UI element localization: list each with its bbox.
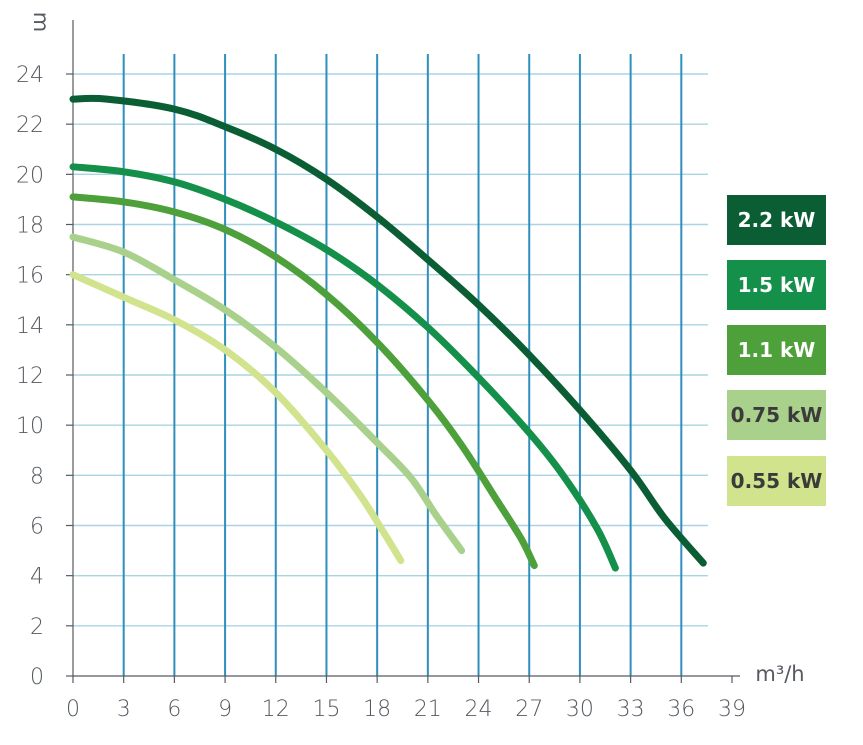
curve-1-1-kw <box>69 193 538 570</box>
x-tick-label: 15 <box>312 697 340 722</box>
y-tick-label: 22 <box>16 113 44 138</box>
x-tick-label: 18 <box>363 697 391 722</box>
curve-0-75-kw <box>69 233 466 555</box>
x-tick-label: 36 <box>667 697 695 722</box>
x-tick-label: 39 <box>718 697 746 722</box>
y-tick-label: 14 <box>16 314 44 339</box>
y-tick-label: 6 <box>30 515 44 540</box>
legend-item-1-1-kw: 1.1 kW <box>727 325 826 375</box>
x-tick-label: 12 <box>262 697 290 722</box>
curve-2-2-kw <box>69 94 707 567</box>
legend-item-0-55-kw: 0.55 kW <box>727 456 826 506</box>
x-tick-label: 3 <box>117 697 131 722</box>
y-tick-label: 0 <box>30 665 44 690</box>
x-tick-label: 24 <box>465 697 493 722</box>
y-tick-label: 8 <box>30 464 44 489</box>
y-tick-label: 12 <box>16 364 44 389</box>
y-tick-label: 24 <box>16 63 44 88</box>
y-tick-label: 2 <box>30 615 44 640</box>
x-tick-label: 21 <box>414 697 442 722</box>
y-tick-label: 4 <box>30 565 44 590</box>
y-tick-label: 16 <box>16 264 44 289</box>
legend-item-2-2-kw: 2.2 kW <box>727 195 826 245</box>
y-tick-label: 20 <box>16 163 44 188</box>
x-tick-label: 30 <box>566 697 594 722</box>
x-tick-label: 6 <box>167 697 181 722</box>
vertical-gridlines <box>122 54 683 676</box>
x-tick-labels: 0 3 6 9 12 15 18 21 24 27 30 33 36 39 <box>66 697 746 722</box>
axes <box>66 20 740 683</box>
y-axis-unit-label: m <box>29 12 53 32</box>
x-tick-label: 33 <box>617 697 645 722</box>
curve-1-5-kw <box>69 163 619 572</box>
legend-item-1-5-kw: 1.5 kW <box>727 260 826 310</box>
x-axis-unit-label: m³/h <box>755 662 804 686</box>
curve-0-55-kw <box>69 271 405 565</box>
x-tick-label: 27 <box>515 697 543 722</box>
x-tick-label: 0 <box>66 697 80 722</box>
performance-curves <box>69 94 707 572</box>
legend-item-0-75-kw: 0.75 kW <box>727 390 826 440</box>
y-tick-label: 18 <box>16 214 44 239</box>
x-tick-label: 9 <box>218 697 232 722</box>
y-tick-label: 10 <box>16 414 44 439</box>
